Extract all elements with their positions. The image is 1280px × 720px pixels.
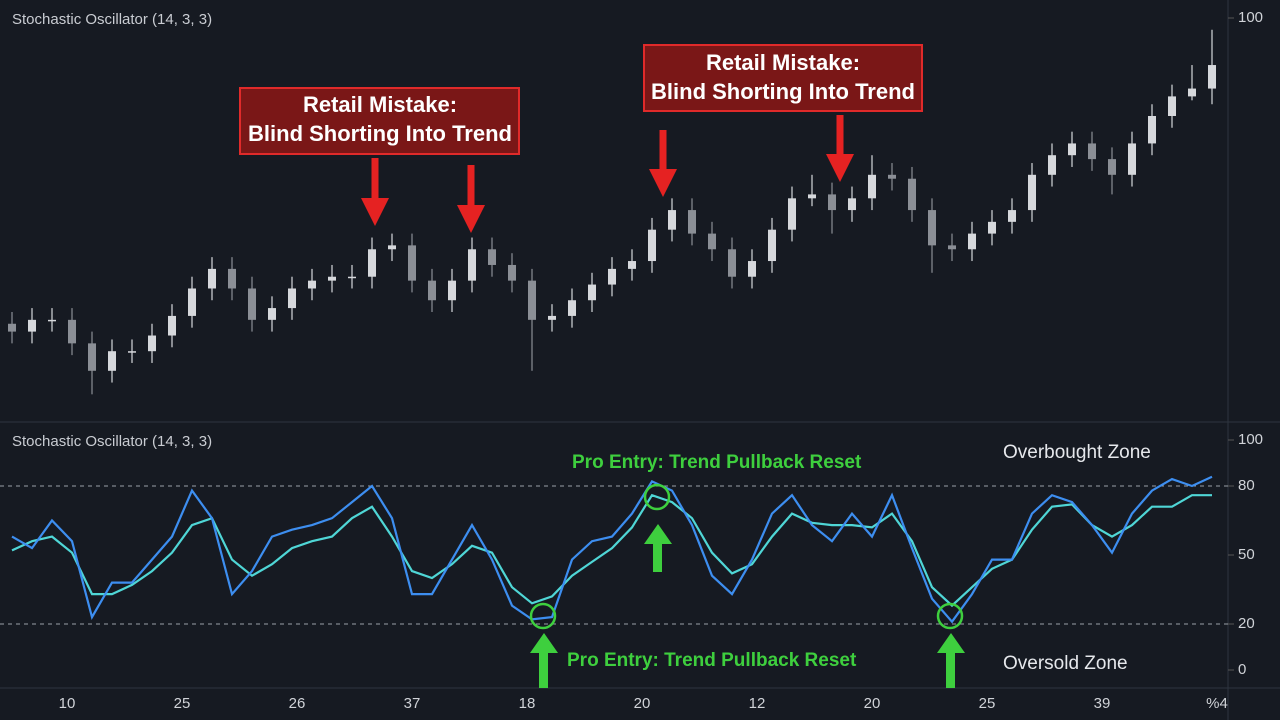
annotation-text: Blind Shorting Into Trend: [651, 79, 915, 104]
candle-body: [268, 308, 276, 320]
candle-body: [328, 276, 336, 281]
candle-body: [968, 233, 976, 250]
x-tick-label: 26: [289, 695, 306, 712]
candle-body: [88, 343, 96, 371]
candle-body: [828, 194, 836, 211]
candle-body: [1048, 155, 1056, 175]
entry-circles: [529, 483, 964, 630]
candle-body: [148, 335, 156, 352]
candle-body: [28, 319, 36, 332]
candle-body: [888, 174, 896, 179]
candle-body: [1208, 65, 1216, 89]
x-tick-label: 12: [749, 695, 766, 712]
annotation-text: Pro Entry: Trend Pullback Reset: [567, 650, 857, 671]
candle-body: [108, 351, 116, 371]
candle-body: [248, 288, 256, 320]
y-tick-label: 50: [1238, 546, 1255, 563]
y-tick-label: 100: [1238, 9, 1263, 26]
candle-body: [1168, 96, 1176, 116]
red-arrows: [361, 115, 854, 233]
candle-body: [388, 245, 396, 250]
green-arrows: [530, 524, 965, 688]
candle-body: [488, 249, 496, 265]
candle-body: [588, 284, 596, 301]
x-tick-label: 25: [979, 695, 996, 712]
x-tick-label: 18: [519, 695, 536, 712]
annotation-text: Pro Entry: Trend Pullback Reset: [572, 452, 862, 473]
x-tick-label: 10: [59, 695, 76, 712]
x-tick-label: 37: [404, 695, 421, 712]
annotation-text: Blind Shorting Into Trend: [248, 121, 512, 146]
candle-body: [868, 174, 876, 199]
candle-body: [128, 351, 136, 353]
candle-body: [748, 261, 756, 277]
candle-body: [8, 323, 16, 332]
candle-body: [648, 229, 656, 262]
candle-body: [48, 319, 56, 322]
candle-body: [168, 315, 176, 336]
annotation-box: [239, 87, 520, 155]
stochastic-line: [11, 475, 1213, 624]
candle-body: [228, 268, 236, 289]
candle-body: [68, 319, 76, 344]
candle-body: [628, 261, 636, 269]
candle-body: [768, 229, 776, 262]
x-tick-label: 20: [634, 695, 651, 712]
candle-body: [508, 264, 516, 281]
candle-body: [528, 280, 536, 320]
x-tick-label: 20: [864, 695, 881, 712]
candle-body: [1128, 143, 1136, 175]
panel-title: Stochastic Oscillator (14, 3, 3): [12, 11, 212, 28]
zone-label: Overbought Zone: [1003, 442, 1151, 463]
x-tick-label: %4: [1206, 695, 1228, 712]
candle-body: [308, 280, 316, 289]
candle-body: [428, 280, 436, 301]
candle-body: [708, 233, 716, 250]
candle-body: [568, 300, 576, 316]
candle-body: [468, 249, 476, 281]
candle-body: [188, 288, 196, 316]
candle-body: [1008, 210, 1016, 222]
candle-body: [1068, 143, 1076, 156]
candle-body: [1148, 116, 1156, 144]
candle-body: [208, 268, 216, 289]
candle-body: [788, 198, 796, 230]
y-tick-label: 80: [1238, 477, 1255, 494]
candle-body: [348, 276, 356, 279]
zone-label: Oversold Zone: [1003, 653, 1128, 674]
y-tick-label: 100: [1238, 431, 1263, 448]
x-tick-label: 39: [1094, 695, 1111, 712]
stochastic-line: [11, 493, 1212, 608]
candle-body: [448, 280, 456, 301]
x-tick-label: 25: [174, 695, 191, 712]
candle-body: [1028, 174, 1036, 211]
candle-body: [728, 249, 736, 277]
candle-body: [928, 210, 936, 246]
candle-body: [668, 210, 676, 230]
candle-body: [688, 210, 696, 234]
candle-body: [288, 288, 296, 309]
candle-body: [948, 245, 956, 250]
annotation-box: [643, 44, 923, 112]
candle-body: [1108, 159, 1116, 175]
candle-body: [608, 268, 616, 285]
panel-title: Stochastic Oscillator (14, 3, 3): [12, 433, 212, 450]
y-tick-label: 0: [1238, 661, 1246, 678]
candle-body: [548, 315, 556, 320]
candle-body: [368, 249, 376, 277]
candle-body: [988, 221, 996, 234]
candle-body: [908, 178, 916, 211]
candle-body: [848, 198, 856, 211]
y-tick-label: 20: [1238, 615, 1255, 632]
annotation-text: Retail Mistake:: [706, 50, 860, 75]
annotation-text: Retail Mistake:: [303, 92, 457, 117]
candle-body: [808, 194, 816, 199]
candle-body: [408, 245, 416, 281]
candle-body: [1188, 88, 1196, 97]
candle-body: [1088, 143, 1096, 160]
